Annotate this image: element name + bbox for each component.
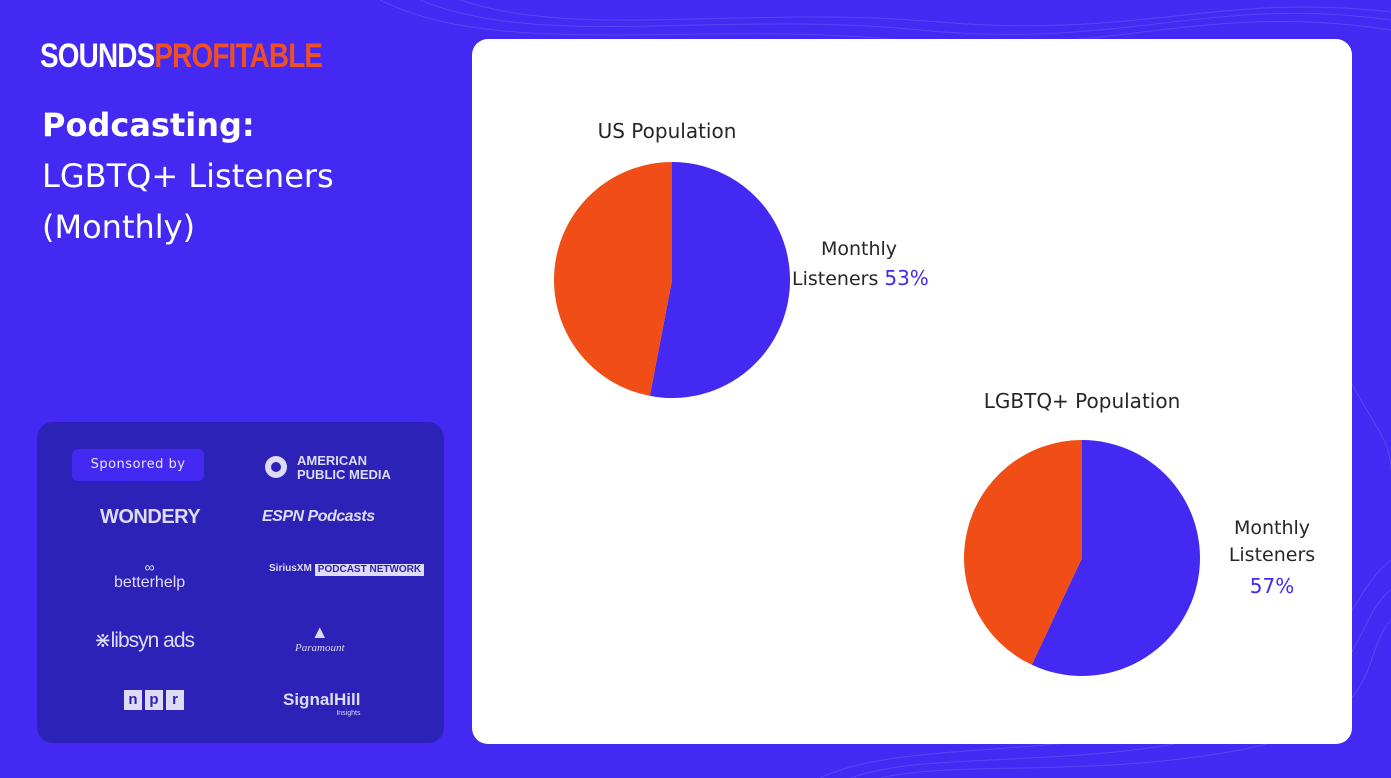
pie-slice-non-listeners bbox=[964, 440, 1082, 665]
chart-1-value-label: 53% bbox=[884, 266, 928, 290]
pie-charts: US Population Monthly Listeners 53% LGBTQ… bbox=[554, 119, 1315, 676]
chart-1-label-listeners: Listeners bbox=[792, 268, 878, 290]
siriusxm-podcast-network-logo: SiriusXM PODCAST NETWORK bbox=[269, 563, 425, 576]
paramount-mountain-icon: ▲ bbox=[310, 622, 329, 642]
signalhill-subtext: Insights bbox=[336, 710, 361, 717]
chart-1-label-line-1: Monthly bbox=[821, 238, 897, 260]
pie-slice-listeners bbox=[649, 162, 791, 398]
chart-1-pie bbox=[554, 162, 791, 398]
chart-2-pie bbox=[964, 439, 1200, 676]
heading-line-3: (Monthly) bbox=[42, 208, 196, 246]
signalhill-text: SignalHill bbox=[283, 690, 361, 709]
heading-line-2: LGBTQ+ Listeners bbox=[42, 157, 334, 195]
pie-slice-listeners bbox=[1031, 439, 1200, 676]
apm-icon bbox=[265, 456, 287, 478]
logo-part-profitable: PROFITABLE bbox=[154, 37, 323, 75]
paramount-logo: ▲ Paramount bbox=[295, 622, 345, 654]
sponsors-panel: Sponsored by AMERICAN PUBLIC MEDIA WONDER… bbox=[37, 422, 444, 743]
heading-line-1: Podcasting: bbox=[42, 106, 255, 144]
chart-1-title: US Population bbox=[598, 119, 737, 143]
npr-letter: p bbox=[145, 690, 163, 710]
betterhelp-logo: ∞ betterhelp bbox=[114, 560, 185, 592]
signalhill-insights-logo: SignalHill Insights bbox=[283, 690, 360, 717]
paramount-text: Paramount bbox=[295, 642, 345, 654]
logo-part-sounds: SOUNDS bbox=[40, 37, 155, 75]
sponsored-by-label: Sponsored by bbox=[72, 449, 204, 481]
wondery-logo: WONDERY bbox=[100, 506, 201, 528]
chart-2-label-line-2: Listeners bbox=[1229, 544, 1315, 566]
chart-1-label-line-2: Listeners 53% bbox=[792, 266, 929, 290]
sirius-text: SiriusXM bbox=[269, 563, 312, 574]
pie-slice-non-listeners bbox=[554, 162, 672, 396]
page-heading: Podcasting: LGBTQ+ Listeners (Monthly) bbox=[42, 100, 334, 253]
libsyn-ads-logo: ⋇libsyn ads bbox=[94, 628, 195, 653]
chart-card: US Population Monthly Listeners 53% LGBTQ… bbox=[472, 39, 1352, 744]
betterhelp-icon: ∞ bbox=[144, 559, 155, 575]
npr-letter: r bbox=[166, 690, 184, 710]
sirius-network-text: PODCAST NETWORK bbox=[314, 564, 425, 576]
chart-2-title: LGBTQ+ Population bbox=[984, 389, 1181, 413]
apm-line-1: AMERICAN bbox=[297, 453, 368, 468]
sounds-profitable-logo: SOUNDSPROFITABLE bbox=[40, 37, 323, 75]
npr-logo: n p r bbox=[124, 690, 184, 710]
chart-2-value-label: 57% bbox=[1250, 574, 1294, 598]
apm-line-2: PUBLIC MEDIA bbox=[297, 467, 391, 482]
npr-letter: n bbox=[124, 690, 142, 710]
betterhelp-text: betterhelp bbox=[114, 574, 186, 591]
chart-2-label-line-1: Monthly bbox=[1234, 517, 1310, 539]
libsyn-text: libsyn ads bbox=[110, 629, 195, 652]
libsyn-icon: ⋇ bbox=[94, 629, 112, 652]
espn-podcasts-logo: ESPN Podcasts bbox=[262, 508, 375, 525]
